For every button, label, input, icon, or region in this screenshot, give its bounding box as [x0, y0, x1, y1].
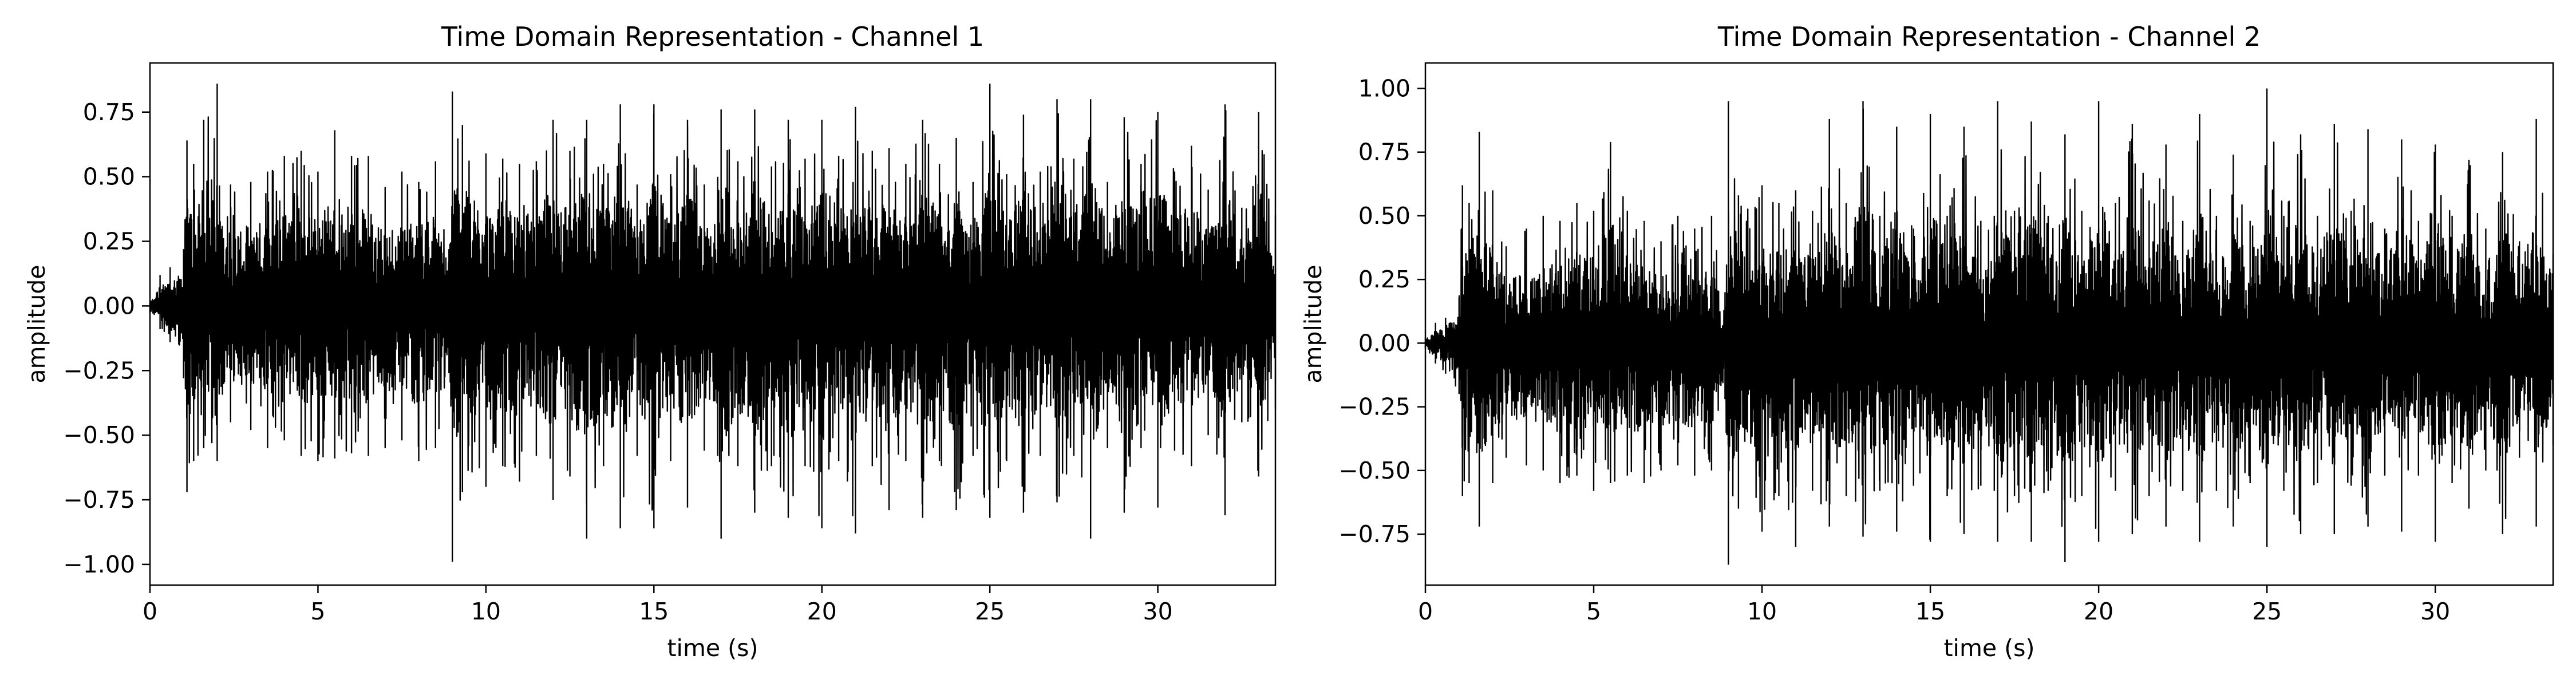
axis-ticks-channel-2: 0 5 10 15 20 25 30 1.00 0.75 0.50 0.25 0.00 −0.25 −0.…	[1338, 74, 2450, 625]
plot-frame-channel-1	[149, 62, 1277, 586]
x-tick-label-channel-2: 20	[2084, 598, 2113, 625]
y-tick-label-channel-2: 0.75	[1358, 139, 1411, 166]
x-tick-label-channel-1: 25	[975, 598, 1005, 625]
y-tick-label-channel-1: −0.25	[63, 357, 135, 384]
signal-line-channel-1	[149, 84, 1277, 562]
chart-title-channel-1: Time Domain Representation - Channel 1	[441, 21, 984, 52]
chart-title-channel-2: Time Domain Representation - Channel 2	[1717, 21, 2261, 52]
x-tick-label-channel-1: 0	[143, 598, 157, 625]
x-tick-label-channel-2: 10	[1747, 598, 1777, 625]
y-tick-label-channel-1: −1.00	[63, 551, 135, 578]
x-tick-label-channel-2: 30	[2420, 598, 2450, 625]
x-tick-label-channel-1: 5	[310, 598, 325, 625]
y-tick-label-channel-1: 0.50	[83, 163, 135, 191]
x-tick-label-channel-2: 25	[2252, 598, 2282, 625]
y-tick-label-channel-2: 0.00	[1358, 329, 1411, 357]
x-tick-label-channel-1: 10	[471, 598, 501, 625]
y-axis-label-channel-1: amplitude	[23, 264, 50, 383]
plot-frame-channel-2	[1424, 62, 2554, 586]
signal-line-channel-2	[1424, 88, 2554, 565]
x-tick-label-channel-1: 30	[1143, 598, 1173, 625]
y-tick-label-channel-1: −0.75	[63, 486, 135, 514]
y-tick-label-channel-1: −0.50	[63, 421, 135, 449]
y-tick-label-channel-1: 0.75	[83, 98, 135, 126]
y-tick-label-channel-2: −0.50	[1338, 457, 1411, 484]
axis-ticks-channel-1: 0 5 10 15 20 25 30 0.75 0.50 0.25 0.00 −0.25 −0.50 −0…	[63, 98, 1172, 625]
y-tick-label-channel-1: 0.25	[83, 228, 135, 255]
y-tick-label-channel-2: 0.50	[1358, 202, 1411, 230]
chart-panel-channel-1: Time Domain Representation - Channel 1 0…	[23, 21, 1277, 662]
plot-area-channel-1	[149, 84, 1277, 562]
x-tick-label-channel-1: 15	[639, 598, 669, 625]
x-tick-label-channel-2: 5	[1586, 598, 1601, 625]
x-axis-label-channel-2: time (s)	[1943, 634, 2034, 662]
y-tick-label-channel-2: 0.25	[1358, 266, 1411, 293]
x-axis-label-channel-1: time (s)	[667, 634, 758, 662]
x-tick-label-channel-1: 20	[807, 598, 837, 625]
y-tick-label-channel-1: 0.00	[83, 292, 135, 319]
y-tick-label-channel-2: −0.75	[1338, 520, 1411, 548]
chart-panel-channel-2: Time Domain Representation - Channel 2 0…	[1299, 21, 2554, 662]
y-tick-label-channel-2: 1.00	[1358, 74, 1411, 102]
x-tick-label-channel-2: 0	[1418, 598, 1433, 625]
x-tick-label-channel-2: 15	[1915, 598, 1945, 625]
plot-area-channel-2	[1424, 88, 2554, 565]
y-axis-label-channel-2: amplitude	[1299, 264, 1327, 383]
y-tick-label-channel-2: −0.25	[1338, 393, 1411, 421]
